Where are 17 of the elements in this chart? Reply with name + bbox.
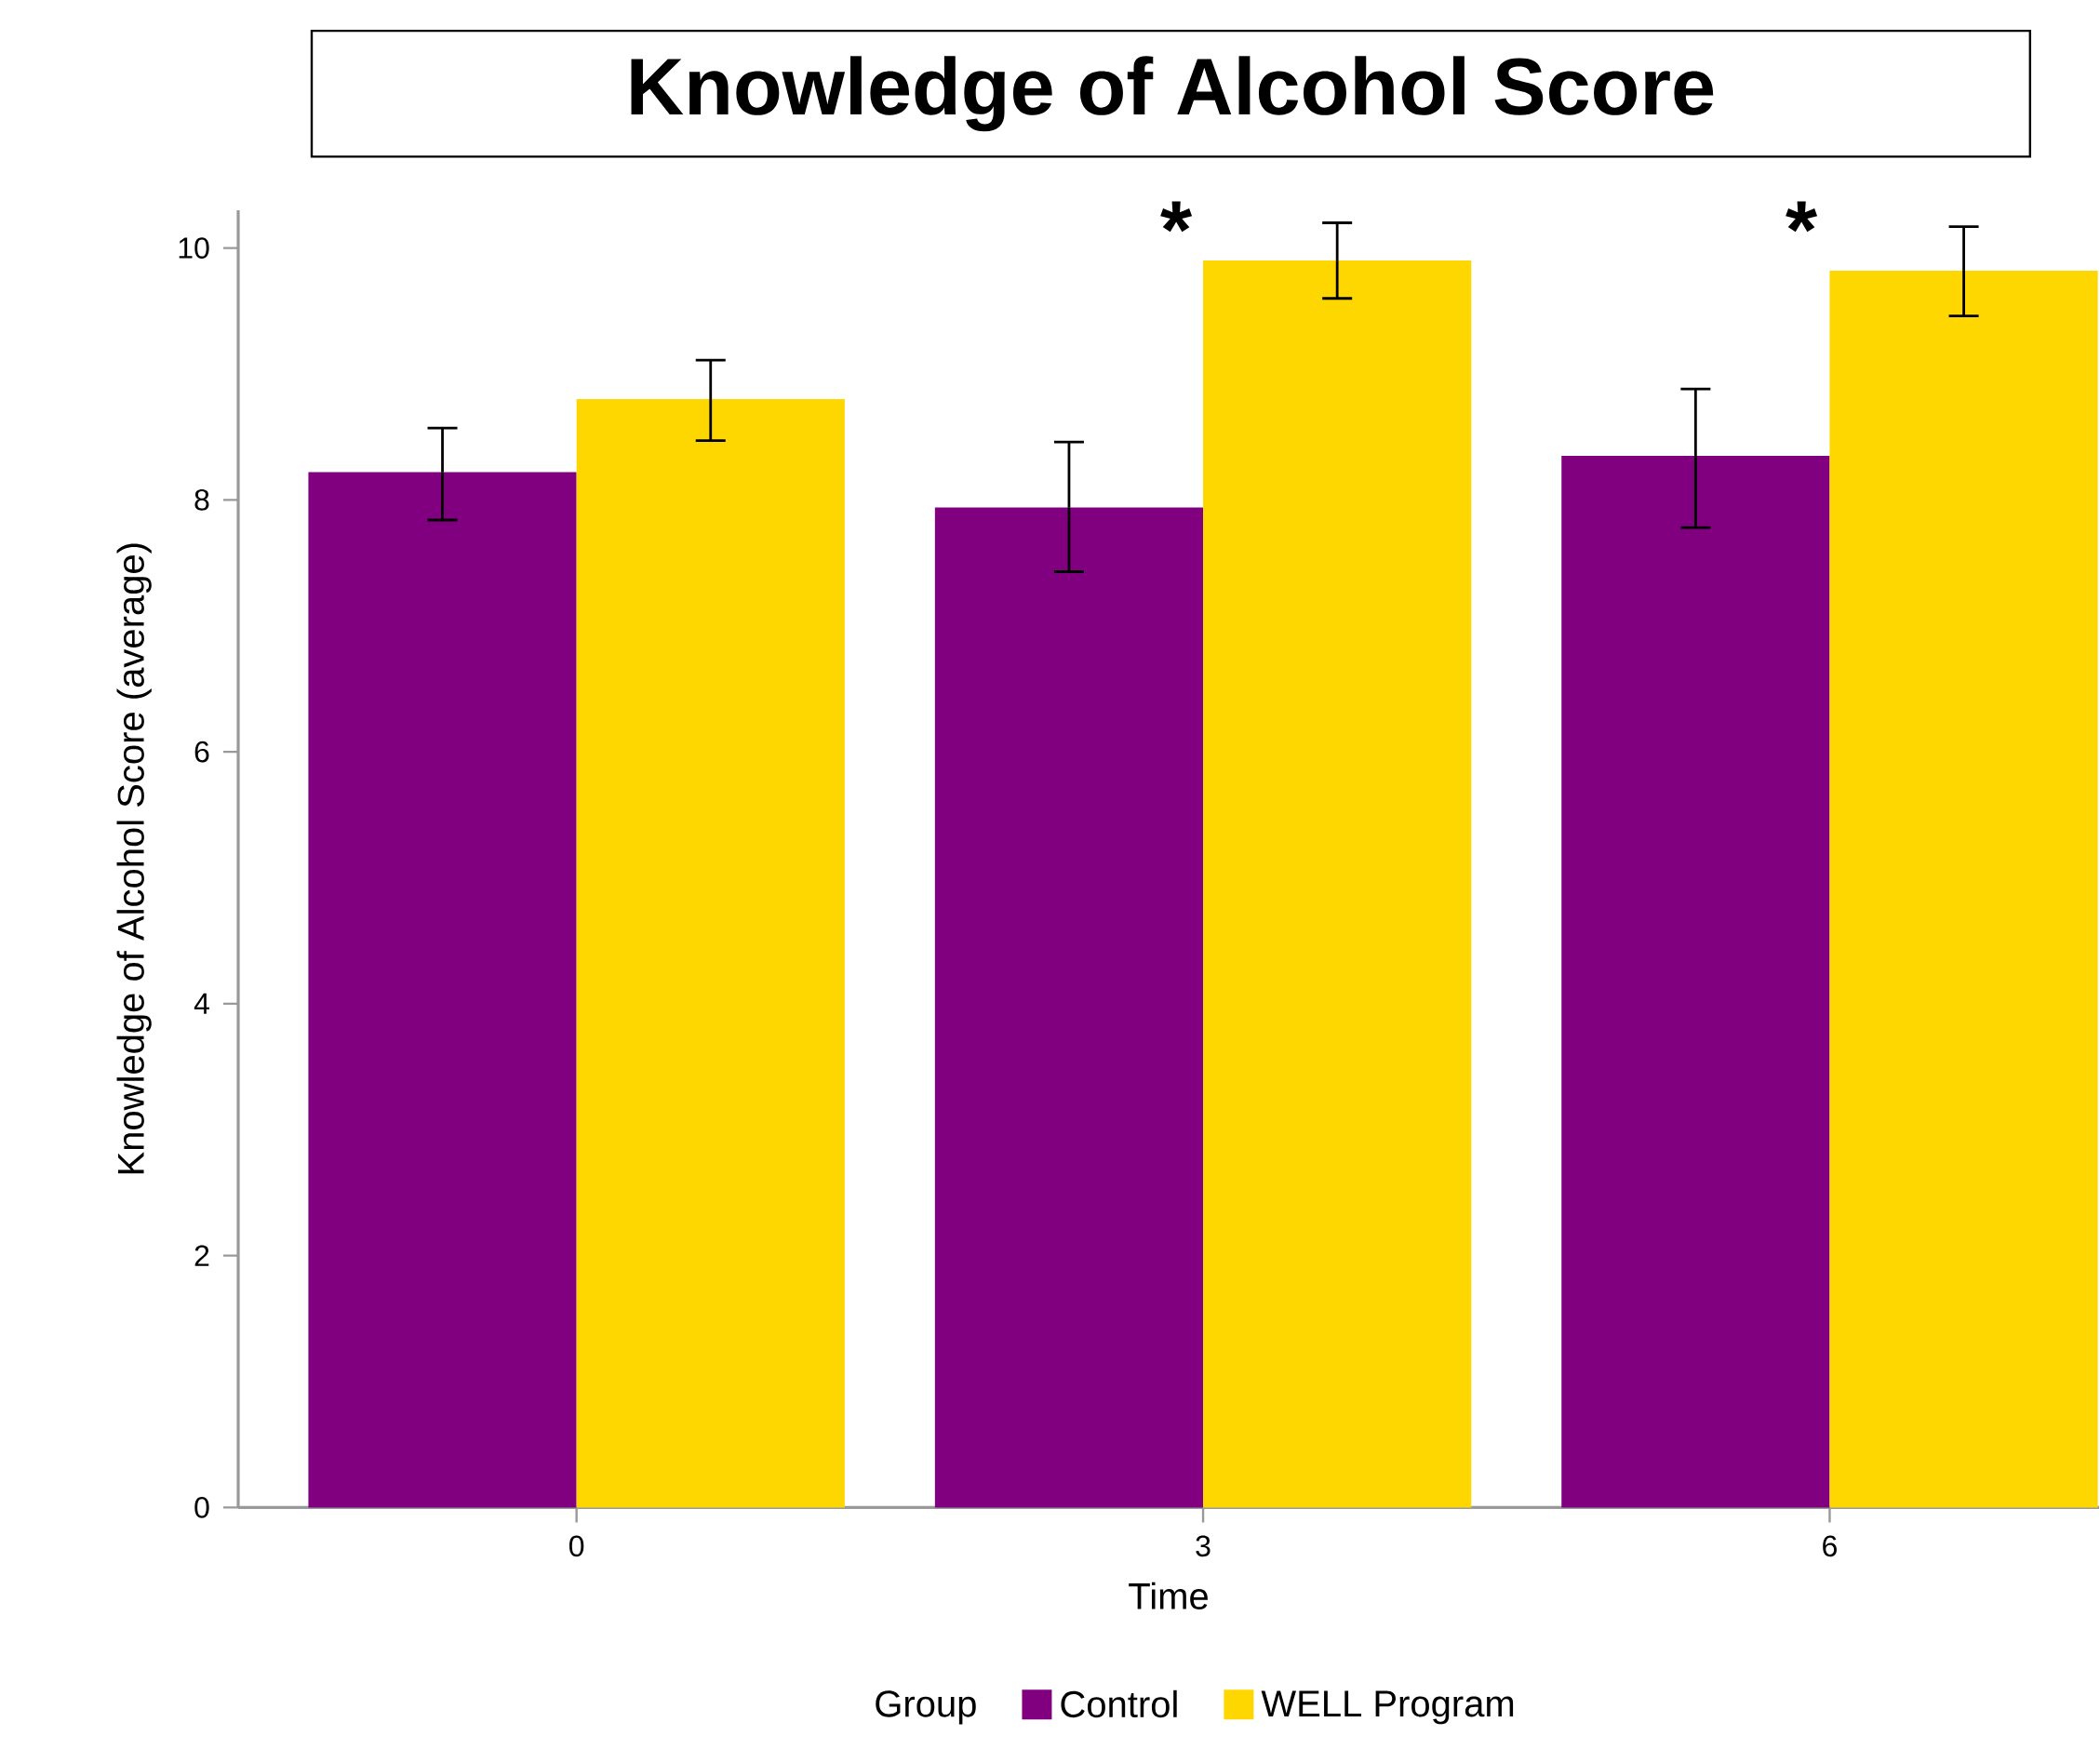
y-tick-label: 6 — [194, 741, 209, 763]
annotation: * — [1786, 201, 1818, 233]
chart-title: Knowledge of Alcohol Score — [631, 56, 1714, 132]
y-tick-label: 10 — [179, 237, 209, 259]
legend-title: Group — [876, 1690, 976, 1725]
y-tick-label: 8 — [194, 489, 209, 511]
annotation: * — [1160, 201, 1193, 233]
legend-label: Control — [1061, 1689, 1177, 1718]
x-axis-title: Time — [1129, 1582, 1208, 1609]
x-tick-label: 3 — [1196, 1535, 1211, 1557]
y-tick-label: 4 — [194, 993, 209, 1014]
y-axis-title: Knowledge of Alcohol Score (average) — [116, 543, 152, 1174]
y-tick-label: 0 — [194, 1497, 209, 1518]
legend-label: WELL Program — [1261, 1690, 1514, 1725]
x-tick-label: 6 — [1823, 1535, 1837, 1557]
x-tick-label: 0 — [569, 1535, 584, 1557]
y-tick-label: 2 — [194, 1245, 209, 1266]
